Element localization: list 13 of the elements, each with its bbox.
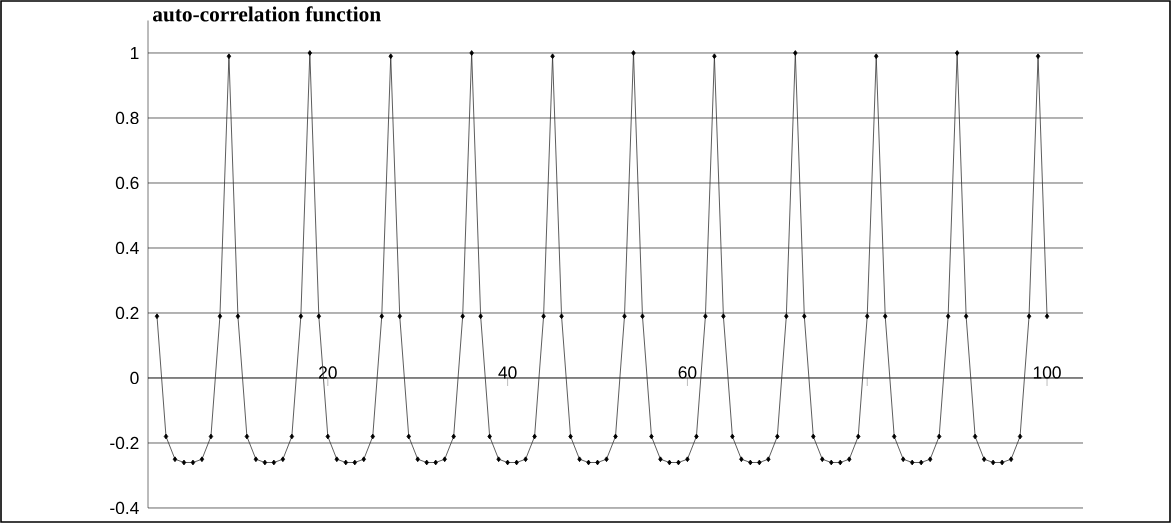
- x-tick-label: 100: [1033, 366, 1061, 379]
- y-tick-label: 1: [130, 47, 139, 59]
- chart-title: auto-correlation function: [152, 6, 381, 22]
- y-tick-label: 0: [130, 371, 139, 385]
- y-tick-label: 0.8: [115, 111, 139, 125]
- x-tick-label: 20: [319, 366, 337, 379]
- y-tick-label: 0.4: [115, 241, 139, 255]
- y-tick-label: 0.6: [115, 176, 139, 190]
- y-tick-label: -0.4: [110, 501, 139, 515]
- x-tick-label: 60: [678, 366, 697, 379]
- x-tick-label: 40: [498, 366, 517, 379]
- y-tick-label: -0.2: [110, 436, 139, 450]
- y-tick-label: 0.2: [115, 306, 139, 320]
